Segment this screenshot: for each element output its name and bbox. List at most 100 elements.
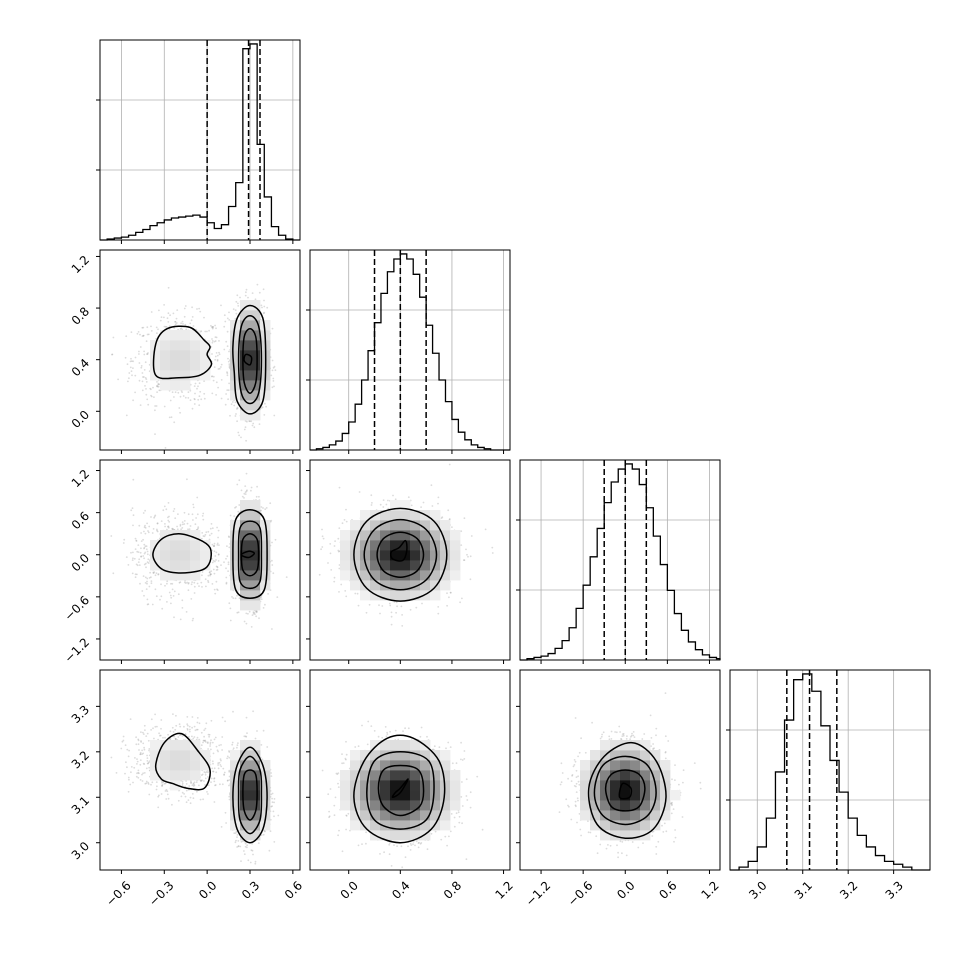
sample-point [204,533,207,536]
sample-point [273,385,275,388]
sample-point [214,592,217,595]
sample-point [161,607,164,610]
contour-0-2-1 [232,509,268,599]
sample-point [157,573,160,576]
sample-point [159,598,161,601]
sample-point [214,324,217,327]
sample-point [145,545,148,547]
sample-point [130,331,133,334]
sample-point [176,528,179,531]
sample-point [137,544,140,546]
sample-point [124,356,127,359]
scatter-panel-0-2 [96,459,301,664]
sample-point [168,591,171,594]
sample-point [207,530,210,533]
sample-point [226,545,228,547]
sample-point [192,503,195,506]
sample-point [210,570,213,573]
sample-point [175,317,178,320]
sample-point [194,382,197,385]
sample-point [234,309,237,311]
sample-point [209,574,212,577]
sample-point [262,288,265,291]
sample-point [400,605,403,608]
sample-point [167,312,170,315]
sample-point [228,311,230,314]
sample-point [140,532,143,534]
sample-point [150,580,153,582]
sample-point [155,326,158,329]
sample-point [238,597,241,599]
sample-point [131,559,134,561]
sample-point [144,545,147,548]
sample-point [198,404,201,407]
density-cell [250,400,261,411]
sample-point [150,516,152,518]
sample-point [211,375,214,378]
sample-point [217,553,220,556]
density-cell [250,390,261,401]
sample-point [150,388,152,391]
sample-point [441,516,444,519]
sample-point [144,524,146,527]
density-cell [230,330,241,341]
sample-point [110,535,113,537]
sample-point [388,602,391,605]
density-cell [160,570,171,581]
sample-point [228,366,231,369]
sample-point [148,577,151,579]
sample-point [211,326,213,328]
sample-point [215,394,218,396]
sample-point [144,509,147,512]
sample-point [164,447,167,449]
sample-point [152,571,155,574]
sample-point [156,385,159,388]
sample-point [145,566,147,569]
sample-point [246,489,248,492]
sample-point [154,588,157,591]
sample-point [250,626,253,628]
sample-point [215,352,218,354]
contour-0-2-3 [240,532,260,577]
sample-point [163,316,165,319]
sample-point [146,582,148,585]
sample-point [190,583,193,586]
sample-point [132,524,134,527]
histogram-frame-3 [729,669,931,871]
sample-point [136,332,139,335]
sample-point [208,571,211,573]
sample-point [228,319,231,321]
sample-point [232,308,235,311]
sample-point [203,397,206,400]
sample-point [345,520,348,523]
sample-point [190,598,193,600]
sample-point [446,604,448,607]
sample-point [226,372,229,375]
sample-point [260,509,262,512]
sample-point [147,531,150,534]
sample-point [463,517,466,520]
sample-point [144,562,147,565]
sample-point [243,428,246,431]
sample-point [264,603,266,606]
sample-point [135,563,138,566]
sample-point [203,535,206,538]
sample-point [167,516,169,519]
sample-point [191,306,194,309]
density-cell [240,580,251,591]
sample-point [210,523,213,525]
sample-point [237,611,240,614]
density-cell [170,530,181,541]
sample-point [131,374,133,377]
sample-point [130,370,133,373]
density-cell [240,360,251,371]
sample-point [211,375,213,378]
sample-point [156,381,158,383]
sample-point [146,553,149,556]
sample-point [134,391,137,394]
sample-point [179,395,182,398]
sample-point [193,592,196,594]
sample-point [201,532,204,534]
sample-point [176,525,179,528]
sample-point [173,421,176,424]
